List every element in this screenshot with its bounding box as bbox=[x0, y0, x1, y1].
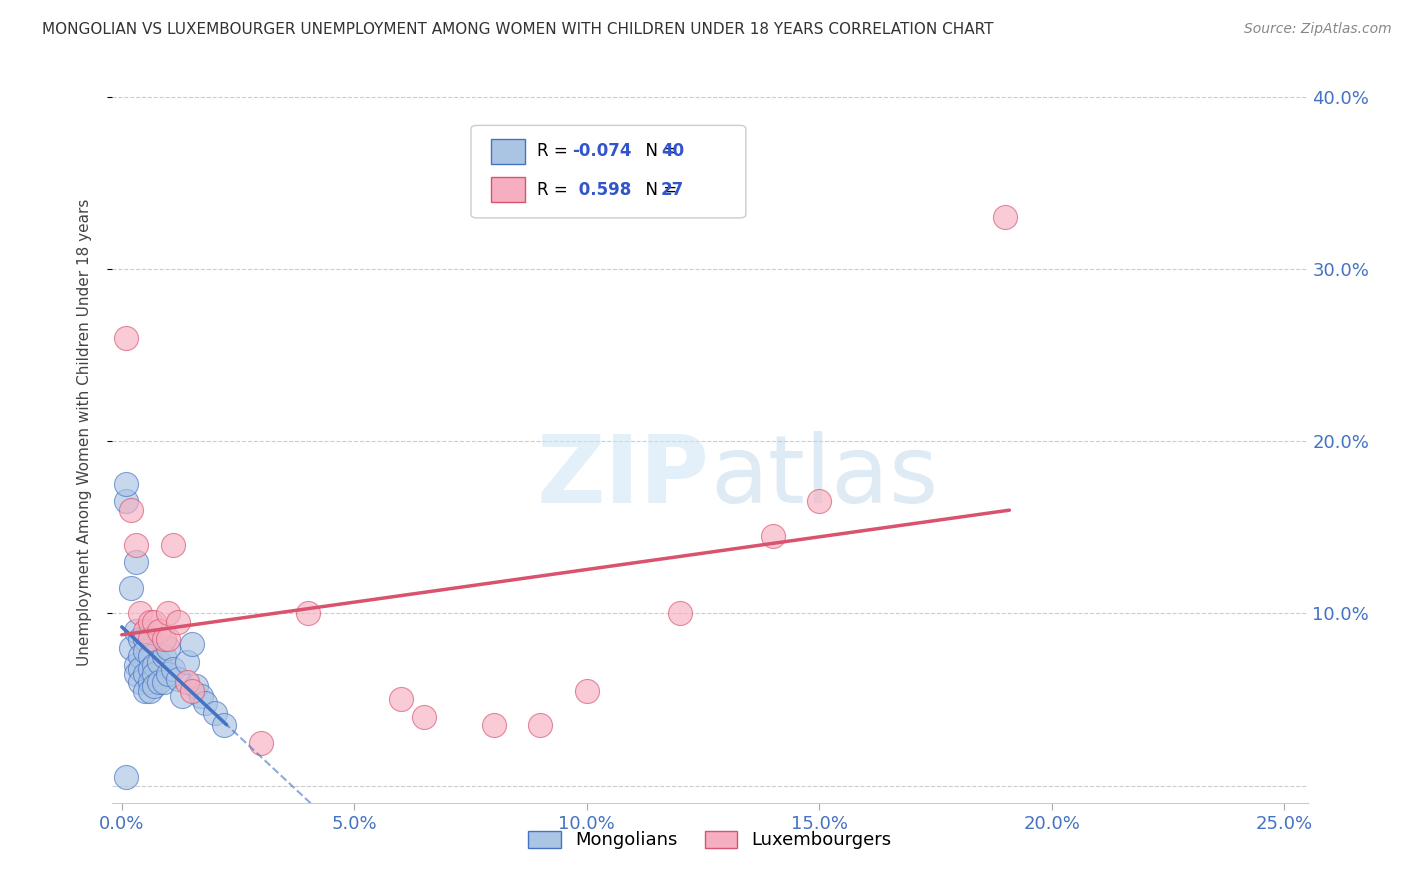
Point bbox=[138, 661, 160, 675]
Point bbox=[152, 675, 174, 690]
Point bbox=[134, 624, 156, 638]
FancyBboxPatch shape bbox=[471, 126, 747, 218]
Point bbox=[180, 684, 202, 698]
Point bbox=[129, 661, 152, 675]
Point bbox=[186, 679, 208, 693]
Point bbox=[166, 672, 188, 686]
Point bbox=[129, 675, 152, 690]
Point bbox=[115, 494, 138, 508]
Point bbox=[148, 675, 170, 690]
Point bbox=[994, 211, 1017, 225]
Point bbox=[148, 655, 170, 669]
Point bbox=[138, 675, 160, 690]
Point bbox=[125, 624, 148, 638]
Point bbox=[125, 666, 148, 681]
Point bbox=[129, 649, 152, 664]
Point bbox=[157, 640, 180, 655]
Point bbox=[134, 684, 156, 698]
Text: 40: 40 bbox=[661, 143, 685, 161]
Point bbox=[529, 718, 551, 732]
Point bbox=[389, 692, 412, 706]
Point bbox=[143, 658, 166, 673]
Legend: Mongolians, Luxembourgers: Mongolians, Luxembourgers bbox=[522, 823, 898, 856]
Point bbox=[129, 607, 152, 621]
Text: R =: R = bbox=[537, 143, 572, 161]
FancyBboxPatch shape bbox=[491, 138, 524, 164]
Text: -0.074: -0.074 bbox=[572, 143, 633, 161]
Point bbox=[143, 615, 166, 629]
Point bbox=[172, 689, 194, 703]
Point bbox=[162, 661, 184, 675]
Point bbox=[482, 718, 505, 732]
Point bbox=[120, 581, 142, 595]
Text: N =: N = bbox=[634, 181, 682, 199]
Point bbox=[212, 718, 235, 732]
Point bbox=[134, 666, 156, 681]
Point bbox=[143, 679, 166, 693]
Y-axis label: Unemployment Among Women with Children Under 18 years: Unemployment Among Women with Children U… bbox=[77, 199, 91, 666]
Point bbox=[166, 615, 188, 629]
Point bbox=[413, 709, 436, 723]
Point bbox=[762, 529, 785, 543]
Text: Source: ZipAtlas.com: Source: ZipAtlas.com bbox=[1244, 22, 1392, 37]
Point bbox=[143, 666, 166, 681]
Point bbox=[115, 770, 138, 784]
Point bbox=[669, 607, 692, 621]
Point bbox=[297, 607, 319, 621]
Point bbox=[125, 555, 148, 569]
Text: 27: 27 bbox=[661, 181, 685, 199]
Point bbox=[204, 706, 226, 721]
Point bbox=[176, 675, 198, 690]
Point bbox=[180, 637, 202, 651]
Point bbox=[162, 537, 184, 551]
Text: N =: N = bbox=[634, 143, 682, 161]
Point bbox=[138, 615, 160, 629]
Text: 0.598: 0.598 bbox=[572, 181, 631, 199]
Text: MONGOLIAN VS LUXEMBOURGER UNEMPLOYMENT AMONG WOMEN WITH CHILDREN UNDER 18 YEARS : MONGOLIAN VS LUXEMBOURGER UNEMPLOYMENT A… bbox=[42, 22, 994, 37]
Point bbox=[120, 503, 142, 517]
Point bbox=[157, 607, 180, 621]
Point bbox=[125, 537, 148, 551]
Point bbox=[808, 494, 831, 508]
Point bbox=[575, 684, 598, 698]
Point bbox=[129, 632, 152, 647]
Point bbox=[115, 331, 138, 345]
Point bbox=[134, 632, 156, 647]
Point bbox=[115, 477, 138, 491]
Point bbox=[148, 624, 170, 638]
Point bbox=[134, 644, 156, 658]
Point bbox=[120, 640, 142, 655]
Point bbox=[190, 689, 212, 703]
Point bbox=[152, 632, 174, 647]
Point bbox=[152, 649, 174, 664]
Point bbox=[194, 696, 217, 710]
Point bbox=[176, 655, 198, 669]
Point bbox=[250, 735, 273, 749]
Text: R =: R = bbox=[537, 181, 578, 199]
FancyBboxPatch shape bbox=[491, 178, 524, 202]
Point bbox=[125, 658, 148, 673]
Point bbox=[138, 632, 160, 647]
Point bbox=[157, 666, 180, 681]
Text: atlas: atlas bbox=[710, 431, 938, 523]
Point bbox=[138, 649, 160, 664]
Point bbox=[138, 684, 160, 698]
Text: ZIP: ZIP bbox=[537, 431, 710, 523]
Point bbox=[157, 632, 180, 647]
